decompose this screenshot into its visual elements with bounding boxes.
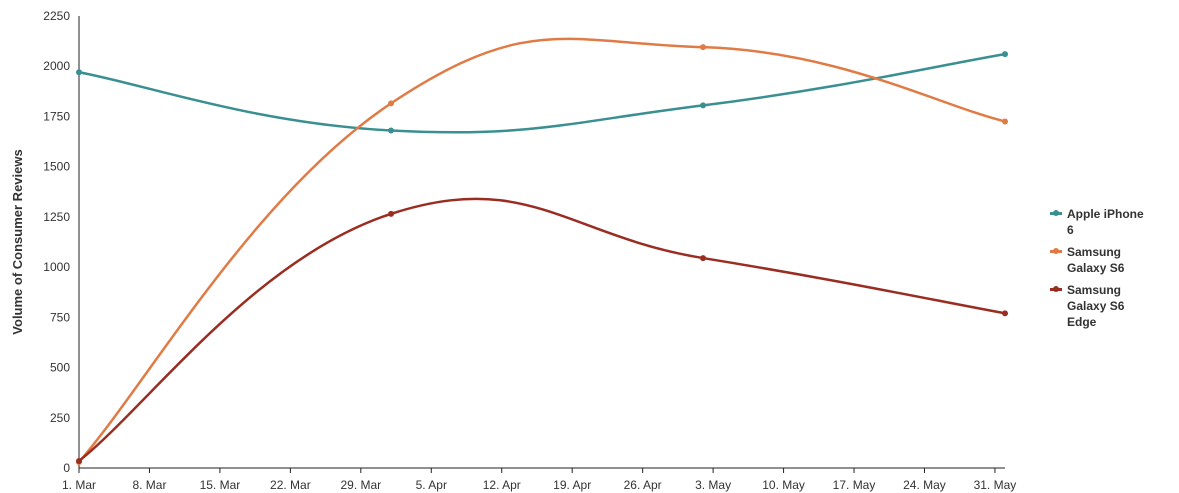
legend-item-samsung-galaxy-s6[interactable]: Samsung Galaxy S6 (1050, 244, 1145, 276)
y-tick-label: 1750 (43, 109, 70, 123)
series-line-apple-iphone-6[interactable] (78, 52, 1006, 134)
x-tick-label: 12. Apr (483, 478, 521, 492)
legend-swatch-icon (1050, 248, 1062, 254)
x-tick-label: 26. Apr (624, 478, 662, 492)
legend-swatch-icon (1050, 210, 1062, 216)
data-point-apple-iphone-6[interactable] (1002, 51, 1008, 58)
y-tick-label: 750 (50, 310, 70, 324)
series-line-samsung-galaxy-s6[interactable] (78, 37, 1006, 463)
x-tick-label: 31. May (974, 478, 1017, 492)
x-tick-label: 29. Mar (340, 478, 381, 492)
data-point-samsung-galaxy-s6[interactable] (1002, 118, 1008, 125)
series-line-samsung-galaxy-s6-edge[interactable] (78, 197, 1006, 462)
x-tick-label: 5. Apr (416, 478, 447, 492)
legend-item-apple-iphone-6[interactable]: Apple iPhone 6 (1050, 206, 1145, 238)
data-point-samsung-galaxy-s6[interactable] (700, 44, 707, 51)
x-tick-label: 3. May (695, 478, 731, 492)
x-tick-label: 10. May (762, 478, 805, 492)
data-point-apple-iphone-6[interactable] (388, 127, 395, 134)
y-tick-label: 0 (63, 461, 70, 475)
y-tick-label: 1250 (43, 210, 70, 224)
y-axis-ticks: 0 250 500 750 1000 1250 1500 1750 2000 2250 (43, 9, 70, 475)
x-tick-label: 8. Mar (132, 478, 166, 492)
y-tick-label: 1000 (43, 260, 70, 274)
legend-label: Samsung Galaxy S6 (1067, 245, 1125, 275)
legend-label: Apple iPhone 6 (1067, 207, 1144, 237)
y-axis-label: Volume of Consumer Reviews (10, 149, 25, 334)
y-tick-label: 500 (50, 361, 70, 375)
y-tick-label: 1500 (43, 160, 70, 174)
x-tick-label: 19. Apr (553, 478, 591, 492)
x-tick-label: 22. Mar (270, 478, 311, 492)
data-point-samsung-galaxy-s6-edge[interactable] (388, 210, 395, 217)
y-tick-label: 2000 (43, 59, 70, 73)
data-point-samsung-galaxy-s6-edge[interactable] (1002, 310, 1008, 317)
x-tick-label: 1. Mar (62, 478, 96, 492)
data-point-samsung-galaxy-s6-edge[interactable] (76, 457, 82, 464)
legend-swatch-icon (1050, 286, 1062, 292)
data-point-apple-iphone-6[interactable] (700, 102, 707, 109)
data-point-samsung-galaxy-s6-edge[interactable] (700, 255, 707, 262)
data-point-samsung-galaxy-s6[interactable] (388, 100, 395, 107)
x-tick-label: 15. Mar (200, 478, 241, 492)
x-tick-label: 17. May (833, 478, 876, 492)
legend[interactable]: Apple iPhone 6 Samsung Galaxy S6 Samsung… (1050, 206, 1145, 336)
x-tick-label: 24. May (903, 478, 946, 492)
y-tick-label: 2250 (43, 9, 70, 23)
legend-label: Samsung Galaxy S6 Edge (1067, 283, 1125, 329)
y-tick-label: 250 (50, 411, 70, 425)
legend-item-samsung-galaxy-s6-edge[interactable]: Samsung Galaxy S6 Edge (1050, 282, 1145, 330)
x-axis-ticks: 1. Mar 8. Mar 15. Mar 22. Mar 29. Mar 5. Apr 1… (62, 468, 1016, 492)
series-layer (76, 37, 1008, 465)
data-point-apple-iphone-6[interactable] (76, 69, 82, 76)
